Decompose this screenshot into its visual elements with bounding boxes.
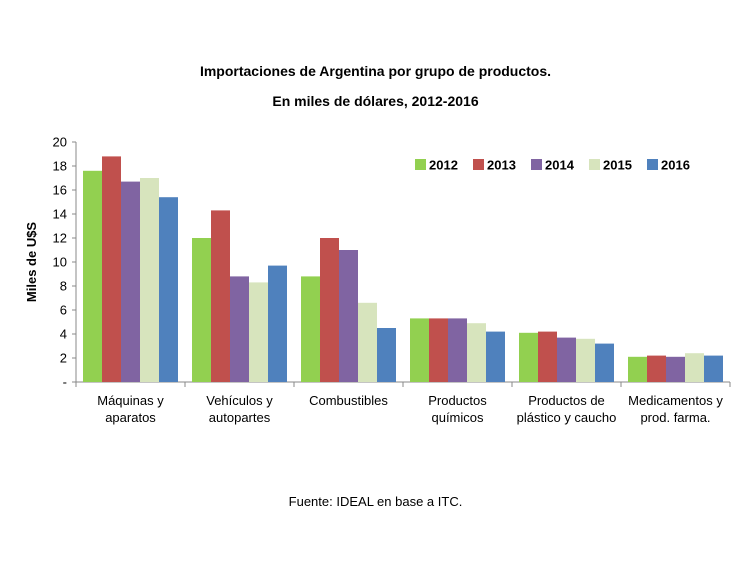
- bar-2016: [595, 343, 614, 382]
- legend-label: 2012: [429, 158, 458, 173]
- bar-2015: [358, 302, 377, 382]
- bar-2013: [538, 331, 557, 382]
- x-tick-label: Vehículos y: [206, 393, 273, 408]
- y-tick-label: 20: [53, 135, 67, 150]
- y-axis-label: Miles de U$S: [24, 222, 39, 303]
- bar-2016: [704, 355, 723, 382]
- x-tick-label: Productos de: [528, 393, 605, 408]
- y-tick-label: 12: [53, 231, 67, 246]
- bar-2014: [339, 250, 358, 382]
- y-tick-label: 4: [60, 327, 67, 342]
- y-tick-label: 16: [53, 183, 67, 198]
- legend-label: 2013: [487, 158, 516, 173]
- bar-2016: [159, 197, 178, 382]
- y-tick-label: 10: [53, 255, 67, 270]
- legend-label: 2015: [603, 158, 632, 173]
- chart-title: Importaciones de Argentina por grupo de …: [199, 63, 552, 79]
- legend-swatch-2015: [589, 159, 600, 170]
- bar-2016: [486, 331, 505, 382]
- bar-2014: [666, 356, 685, 382]
- x-tick-label: prod. farma.: [640, 410, 710, 425]
- legend-swatch-2012: [415, 159, 426, 170]
- bar-2016: [268, 265, 287, 382]
- legend-swatch-2016: [647, 159, 658, 170]
- x-tick-label: Medicamentos y: [628, 393, 723, 408]
- legend-label: 2016: [661, 158, 690, 173]
- bar-2015: [576, 338, 595, 382]
- legend-swatch-2014: [531, 159, 542, 170]
- source-note: Fuente: IDEAL en base a ITC.: [288, 494, 463, 509]
- bar-2015: [140, 178, 159, 382]
- x-tick-label: aparatos: [105, 410, 156, 425]
- y-tick-label: 2: [60, 351, 67, 366]
- chart-subtitle: En miles de dólares, 2012-2016: [272, 93, 479, 109]
- bar-2013: [211, 210, 230, 382]
- bar-2013: [320, 238, 339, 382]
- x-tick-label: Combustibles: [309, 393, 388, 408]
- y-tick-label: 6: [60, 303, 67, 318]
- bar-2012: [410, 318, 429, 382]
- bar-2012: [83, 170, 102, 382]
- bar-2012: [301, 276, 320, 382]
- bar-2015: [249, 282, 268, 382]
- x-tick-label: químicos: [431, 410, 484, 425]
- y-tick-label: 14: [53, 207, 67, 222]
- bar-2012: [192, 238, 211, 382]
- x-tick-label: plástico y caucho: [517, 410, 617, 425]
- bar-2015: [685, 353, 704, 382]
- y-tick-label: 18: [53, 159, 67, 174]
- bar-2014: [448, 318, 467, 382]
- x-tick-label: autopartes: [209, 410, 271, 425]
- bar-2013: [647, 355, 666, 382]
- bar-2016: [377, 328, 396, 382]
- bar-2014: [557, 337, 576, 382]
- x-tick-label: Productos: [428, 393, 487, 408]
- y-tick-label: 8: [60, 279, 67, 294]
- bar-2012: [628, 356, 647, 382]
- x-tick-label: Máquinas y: [97, 393, 164, 408]
- bar-2013: [102, 156, 121, 382]
- legend-swatch-2013: [473, 159, 484, 170]
- bar-2015: [467, 323, 486, 382]
- bar-2013: [429, 318, 448, 382]
- bar-2014: [121, 181, 140, 382]
- y-tick-label: -: [63, 375, 67, 390]
- bar-2014: [230, 276, 249, 382]
- bar-2012: [519, 332, 538, 382]
- legend-label: 2014: [545, 158, 575, 173]
